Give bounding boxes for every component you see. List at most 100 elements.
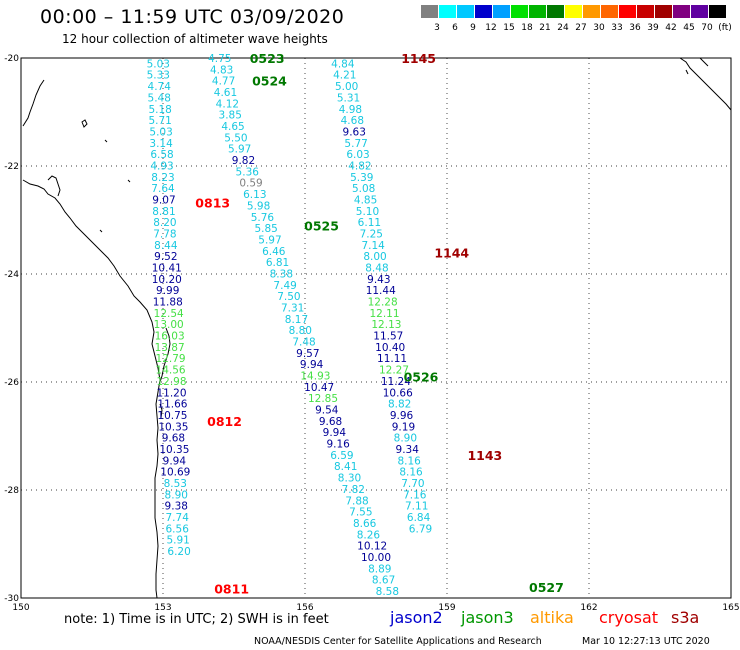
swh-value-altika: 11.24	[381, 376, 411, 388]
swh-value-jason3: 4.65	[221, 121, 244, 133]
swh-value-jason3: 8.67	[372, 575, 395, 587]
swh-value-jason2: 5.33	[147, 70, 170, 82]
swh-value-altika: 5.10	[356, 206, 379, 218]
legend-label: 36	[629, 23, 641, 33]
satellite-label-jason3: jason3	[461, 608, 514, 627]
swh-value-jason3: 8.17	[285, 314, 308, 326]
satellite-label-cryosat: cryosat	[599, 608, 659, 627]
lon-tick-label: 153	[154, 603, 171, 613]
swh-value-jason3: 7.49	[273, 280, 296, 292]
swh-value-altika: 12.27	[379, 365, 409, 377]
swh-value-jason3: 5.98	[247, 200, 270, 212]
small-islet-a	[104, 139, 108, 143]
pass-time-label: 0523	[250, 51, 285, 66]
swh-value-jason2: 3.14	[149, 138, 173, 150]
swh-value-jason3: 6.13	[243, 189, 266, 201]
swh-value-jason3: 4.61	[214, 87, 237, 99]
legend-swatch	[619, 5, 636, 18]
swh-value-altika: 5.77	[344, 138, 367, 150]
swh-value-jason3: 8.26	[357, 529, 381, 541]
swh-value-altika: 7.70	[401, 478, 424, 490]
timestamp: Mar 10 12:27:13 UTC 2020	[582, 636, 710, 647]
swh-value-altika: 5.00	[335, 81, 358, 93]
swh-value-altika: 9.96	[390, 410, 414, 422]
swh-value-jason2: 11.66	[157, 399, 187, 411]
new-caledonia	[679, 57, 732, 111]
swh-value-jason2: 6.58	[150, 149, 173, 161]
swh-value-altika: 4.21	[333, 70, 356, 82]
swh-value-jason3: 5.36	[236, 166, 260, 178]
swh-value-altika: 8.90	[394, 433, 417, 445]
swh-value-altika: 12.28	[368, 297, 398, 309]
swh-value-jason2: 16.03	[155, 331, 185, 343]
swh-value-jason3: 9.54	[315, 405, 339, 417]
swh-value-altika: 4.84	[331, 58, 355, 70]
swh-value-jason3: 14.93	[300, 371, 330, 383]
pass-time-label: 0526	[404, 370, 439, 385]
pass-time-label: 0811	[214, 581, 249, 596]
swh-value-jason2: 10.41	[152, 263, 182, 275]
swh-value-jason3: 12.85	[308, 393, 338, 405]
legend-label: 3	[434, 23, 440, 33]
swh-value-altika: 9.34	[396, 444, 420, 456]
lat-tick-label: -20	[4, 54, 19, 64]
legend-label: 15	[503, 23, 515, 33]
swh-value-altika: 12.13	[371, 319, 401, 331]
swh-value-jason2: 12.79	[156, 353, 186, 365]
moreton-island	[159, 403, 163, 419]
swh-value-jason3: 7.55	[349, 507, 372, 519]
legend-swatch	[691, 5, 708, 18]
swh-value-altika: 5.31	[337, 92, 360, 104]
pass-time-label: 0527	[529, 580, 564, 595]
swh-value-jason3: 9.57	[296, 348, 319, 360]
swh-value-jason2: 11.88	[153, 297, 183, 309]
pass-time-label: 1145	[401, 51, 436, 66]
small-islet-c	[99, 229, 103, 233]
swh-value-jason3: 5.97	[258, 234, 281, 246]
legend-swatch	[511, 5, 528, 18]
swh-value-jason2: 7.78	[153, 229, 176, 241]
swh-value-jason3: 9.82	[232, 155, 255, 167]
legend-label: 18	[521, 23, 533, 33]
lon-tick-label: 150	[12, 603, 29, 613]
swh-value-altika: 8.82	[388, 399, 411, 411]
axis-ticks: 150 153 156 159 162 165 -20 -22 -24 -26 -28 -30	[4, 54, 739, 613]
lat-tick-label: -26	[4, 378, 19, 388]
swh-value-altika: 9.19	[392, 421, 415, 433]
lon-tick-label: 156	[296, 603, 313, 613]
swh-value-jason3: 8.80	[289, 325, 312, 337]
swh-value-jason3: 9.94	[300, 359, 324, 371]
swh-value-jason2: 4.93	[150, 160, 173, 172]
pass-time-label: 1144	[434, 245, 469, 260]
swh-value-jason2: 8.44	[154, 240, 178, 252]
lon-tick-label: 162	[580, 603, 597, 613]
pass-time-label: 0812	[207, 414, 242, 429]
swh-value-altika: 10.66	[383, 387, 413, 399]
lon-tick-label: 159	[438, 603, 455, 613]
swh-value-jason3: 8.41	[334, 461, 357, 473]
swh-value-jason3: 6.81	[266, 257, 289, 269]
legend-swatch	[637, 5, 654, 18]
swh-value-altika: 9.43	[367, 274, 390, 286]
swh-value-jason3: 10.12	[357, 541, 387, 553]
swh-value-altika: 7.16	[403, 489, 427, 501]
chart-title: 00:00 – 11:59 UTC 03/09/2020	[40, 6, 345, 28]
swh-value-jason2: 14.56	[156, 365, 186, 377]
swh-value-jason2: 5.48	[148, 92, 171, 104]
swh-value-jason3: 4.77	[212, 76, 235, 88]
swh-value-jason3: 5.76	[251, 212, 275, 224]
pass-time-label: 0525	[304, 218, 339, 233]
swh-value-jason3: 9.68	[319, 416, 342, 428]
legend-swatch	[565, 5, 582, 18]
satellite-label-jason2: jason2	[390, 608, 443, 627]
swh-value-jason3: 4.83	[210, 64, 233, 76]
swh-value-altika: 5.39	[350, 172, 373, 184]
coastline	[22, 57, 732, 599]
map-grid	[20, 57, 732, 599]
legend-label: 42	[665, 23, 677, 33]
swh-value-jason2: 5.91	[166, 535, 189, 547]
swh-value-jason2: 10.35	[158, 421, 188, 433]
swh-value-jason2: 6.56	[166, 523, 190, 535]
swh-value-altika: 11.11	[377, 353, 407, 365]
